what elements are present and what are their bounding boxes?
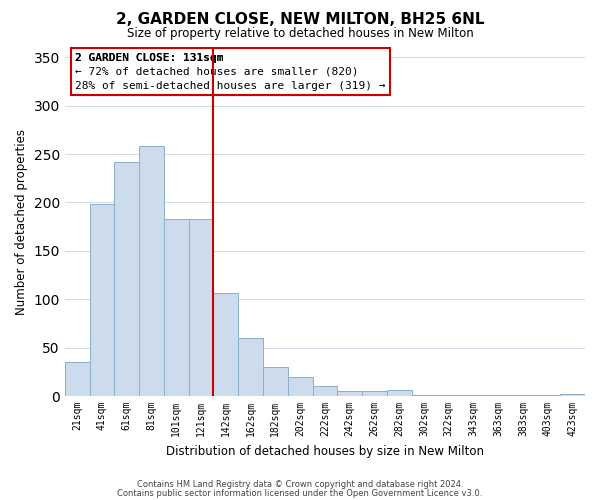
Bar xyxy=(436,395,461,396)
Text: 2 GARDEN CLOSE: 131sqm
← 72% of detached houses are smaller (820)
28% of semi-de: 2 GARDEN CLOSE: 131sqm ← 72% of detached… xyxy=(75,52,386,90)
Text: Contains HM Land Registry data © Crown copyright and database right 2024.: Contains HM Land Registry data © Crown c… xyxy=(137,480,463,489)
Bar xyxy=(89,204,115,396)
Bar xyxy=(139,146,164,396)
Text: 2, GARDEN CLOSE, NEW MILTON, BH25 6NL: 2, GARDEN CLOSE, NEW MILTON, BH25 6NL xyxy=(116,12,484,28)
Text: Contains public sector information licensed under the Open Government Licence v3: Contains public sector information licen… xyxy=(118,488,482,498)
Bar xyxy=(461,395,486,396)
Bar xyxy=(263,367,288,396)
Bar xyxy=(511,395,535,396)
Bar xyxy=(115,162,139,396)
Bar xyxy=(362,391,387,396)
Text: Size of property relative to detached houses in New Milton: Size of property relative to detached ho… xyxy=(127,28,473,40)
Bar xyxy=(313,386,337,396)
Bar xyxy=(164,219,188,396)
Bar xyxy=(238,338,263,396)
Bar xyxy=(288,376,313,396)
Bar xyxy=(337,391,362,396)
Bar xyxy=(188,219,214,396)
Bar xyxy=(535,395,560,396)
Bar xyxy=(65,362,89,396)
Bar xyxy=(486,395,511,396)
Bar xyxy=(412,395,436,396)
Bar xyxy=(214,294,238,396)
Y-axis label: Number of detached properties: Number of detached properties xyxy=(15,129,28,315)
Bar xyxy=(387,390,412,396)
Bar xyxy=(560,394,585,396)
Text: 2 GARDEN CLOSE: 131sqm: 2 GARDEN CLOSE: 131sqm xyxy=(75,52,224,74)
X-axis label: Distribution of detached houses by size in New Milton: Distribution of detached houses by size … xyxy=(166,444,484,458)
